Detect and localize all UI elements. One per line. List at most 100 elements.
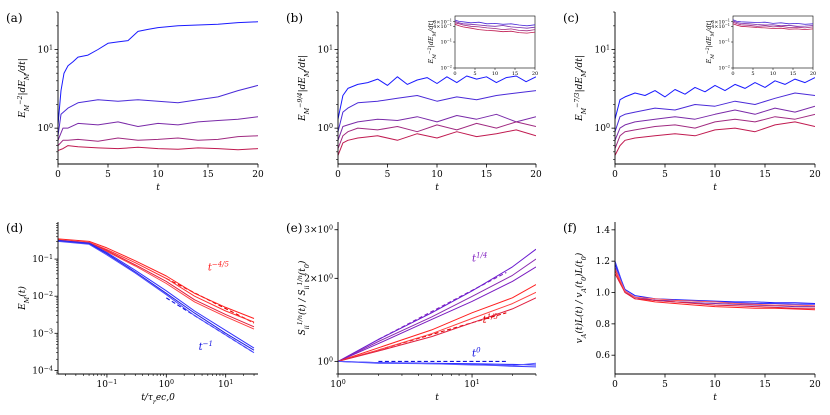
series-line	[338, 90, 536, 132]
inset-y-tick-label: 4×10−1	[711, 23, 730, 30]
x-tick-label: 0	[612, 380, 618, 390]
series-line	[338, 75, 536, 120]
series-line	[58, 239, 255, 323]
panel-d: 10−1 100 101 10−4 10−3 10−2 10−1 t−4/5 t−1 t/τrec…	[6, 221, 258, 406]
x-tick-label: 0	[335, 170, 341, 180]
inset-x-tick-label: 20	[532, 71, 538, 77]
y-axis-label: EM−9/4|dEM/dt|	[297, 55, 311, 122]
y-tick-label: 10−1	[32, 254, 53, 266]
inset-x-tick-label: 0	[731, 71, 734, 77]
x-tick-label: 20	[809, 380, 821, 390]
series-line	[58, 145, 258, 151]
x-tick-label: 10−1	[97, 379, 118, 391]
series-line	[58, 240, 255, 351]
series-line	[58, 84, 258, 136]
inset-x-tick-label: 5	[751, 71, 754, 77]
x-tick-label: 101	[464, 379, 479, 391]
x-tick-label: 0	[55, 170, 61, 180]
y-tick-label: 1.2	[596, 257, 610, 267]
series-line	[615, 264, 815, 304]
inset-x-tick-label: 10	[492, 71, 498, 77]
series-line	[58, 238, 255, 319]
x-tick-label: 10	[709, 170, 721, 180]
inset-series-line	[733, 23, 813, 31]
series-line	[58, 21, 258, 125]
series-line	[615, 121, 815, 156]
series-line	[338, 258, 536, 362]
x-axis-label: t	[435, 183, 439, 193]
annotation-label: t−1	[199, 340, 213, 353]
inset-x-tick-label: 10	[770, 71, 776, 77]
inset-plot: 0 5 10 15 20 10−2 10−1 4×10−16×10−1EM−2|dEM/dt|	[705, 15, 816, 77]
y-tick-label: 10−3	[32, 328, 53, 340]
y-tick-label: 101	[318, 44, 333, 56]
panel-label: (d)	[6, 221, 23, 235]
x-tick-label: 5	[105, 170, 111, 180]
series-line	[58, 239, 255, 349]
x-tick-label: 5	[385, 170, 391, 180]
inset-y-axis-label: EM−2|dEM/dt|	[705, 21, 716, 65]
inset-series-line	[733, 20, 813, 27]
panel-c: 0 5 10 15 20 100 101 t EM−7/3|dEM/dt| (c) 0 5 10 15 20…	[563, 11, 821, 193]
panel-label: (e)	[286, 221, 302, 235]
y-axis-label: EM−7/3|dEM/dt|	[574, 55, 588, 122]
inset-plot: 0 5 10 15 20 10−2 10−1 4×10−16×10−1EM−2|dEM/dt|	[427, 15, 538, 77]
series-line	[58, 135, 258, 146]
series-line	[615, 105, 815, 141]
panel-label: (b)	[286, 11, 303, 25]
inset-y-tick-label: 10−1	[718, 39, 730, 46]
series-line	[338, 360, 536, 367]
series-line	[615, 113, 815, 149]
x-tick-label: 10	[709, 380, 721, 390]
panel-b: 0 5 10 15 20 100 101 t EM−9/4|dEM/dt| (b) 0 5 10 15 20…	[286, 11, 542, 193]
y-axis-label: Sii1/n(t) / Sii1/n(t0)	[297, 260, 311, 335]
inset-x-tick-label: 15	[512, 71, 518, 77]
x-axis-label: t	[435, 393, 439, 403]
inset-y-tick-label: 6×10−1	[711, 18, 730, 25]
y-tick-label: 100	[318, 356, 333, 368]
inset-y-tick-label: 10−2	[440, 65, 452, 72]
inset-series-line	[455, 19, 535, 27]
series-line	[338, 113, 536, 141]
series-line	[615, 273, 815, 309]
y-axis-label: EM(t)	[17, 286, 31, 311]
y-tick-label: 3×100	[304, 224, 333, 236]
x-tick-label: 5	[662, 380, 668, 390]
x-tick-label: 15	[759, 170, 771, 180]
panel-e: 100 101 100 2×100 3×100 t1/4 t1/5 t0 t Sii1/n(t) …	[286, 221, 537, 403]
series-line	[615, 92, 815, 132]
x-tick-label: 15	[759, 380, 771, 390]
x-tick-label: 20	[530, 170, 542, 180]
y-axis-label: EM−2|dEM/dt|	[17, 58, 31, 119]
series-line	[338, 248, 536, 362]
y-tick-label: 2×100	[304, 273, 333, 285]
inset-x-tick-label: 20	[810, 71, 816, 77]
inset-series-line	[733, 21, 813, 29]
annotation-label: t1/5	[483, 313, 499, 326]
inset-y-tick-label: 4×10−1	[433, 23, 452, 30]
inset-x-tick-label: 0	[453, 71, 456, 77]
y-tick-label: 101	[595, 44, 610, 56]
series-line	[58, 240, 255, 354]
y-tick-label: 1.0	[596, 289, 611, 299]
panel-f: 0 5 10 15 20 0.6 0.8 1.0 1.2 1.4 t vA(t)L(t) / vA(t…	[563, 221, 821, 403]
panel-a: 0 5 10 15 20 100 101 t EM−2|dEM/dt| (a)	[6, 11, 264, 193]
y-tick-label: 100	[595, 123, 610, 135]
annotation-label: t−4/5	[208, 260, 230, 273]
y-tick-label: 101	[38, 44, 53, 56]
x-tick-label: 100	[159, 379, 174, 391]
x-tick-label: 101	[218, 379, 233, 391]
inset-x-tick-label: 15	[790, 71, 796, 77]
inset-y-tick-label: 10−2	[718, 65, 730, 72]
series-line	[338, 121, 536, 149]
series-line	[338, 297, 536, 362]
series-line	[615, 77, 815, 120]
y-tick-label: 100	[38, 123, 53, 135]
panel-label: (a)	[6, 11, 23, 25]
inset-x-tick-label: 5	[473, 71, 476, 77]
x-tick-label: 15	[202, 170, 214, 180]
annotation-label: t0	[472, 347, 481, 360]
y-tick-label: 10−2	[32, 291, 53, 303]
inset-frame	[454, 15, 536, 69]
